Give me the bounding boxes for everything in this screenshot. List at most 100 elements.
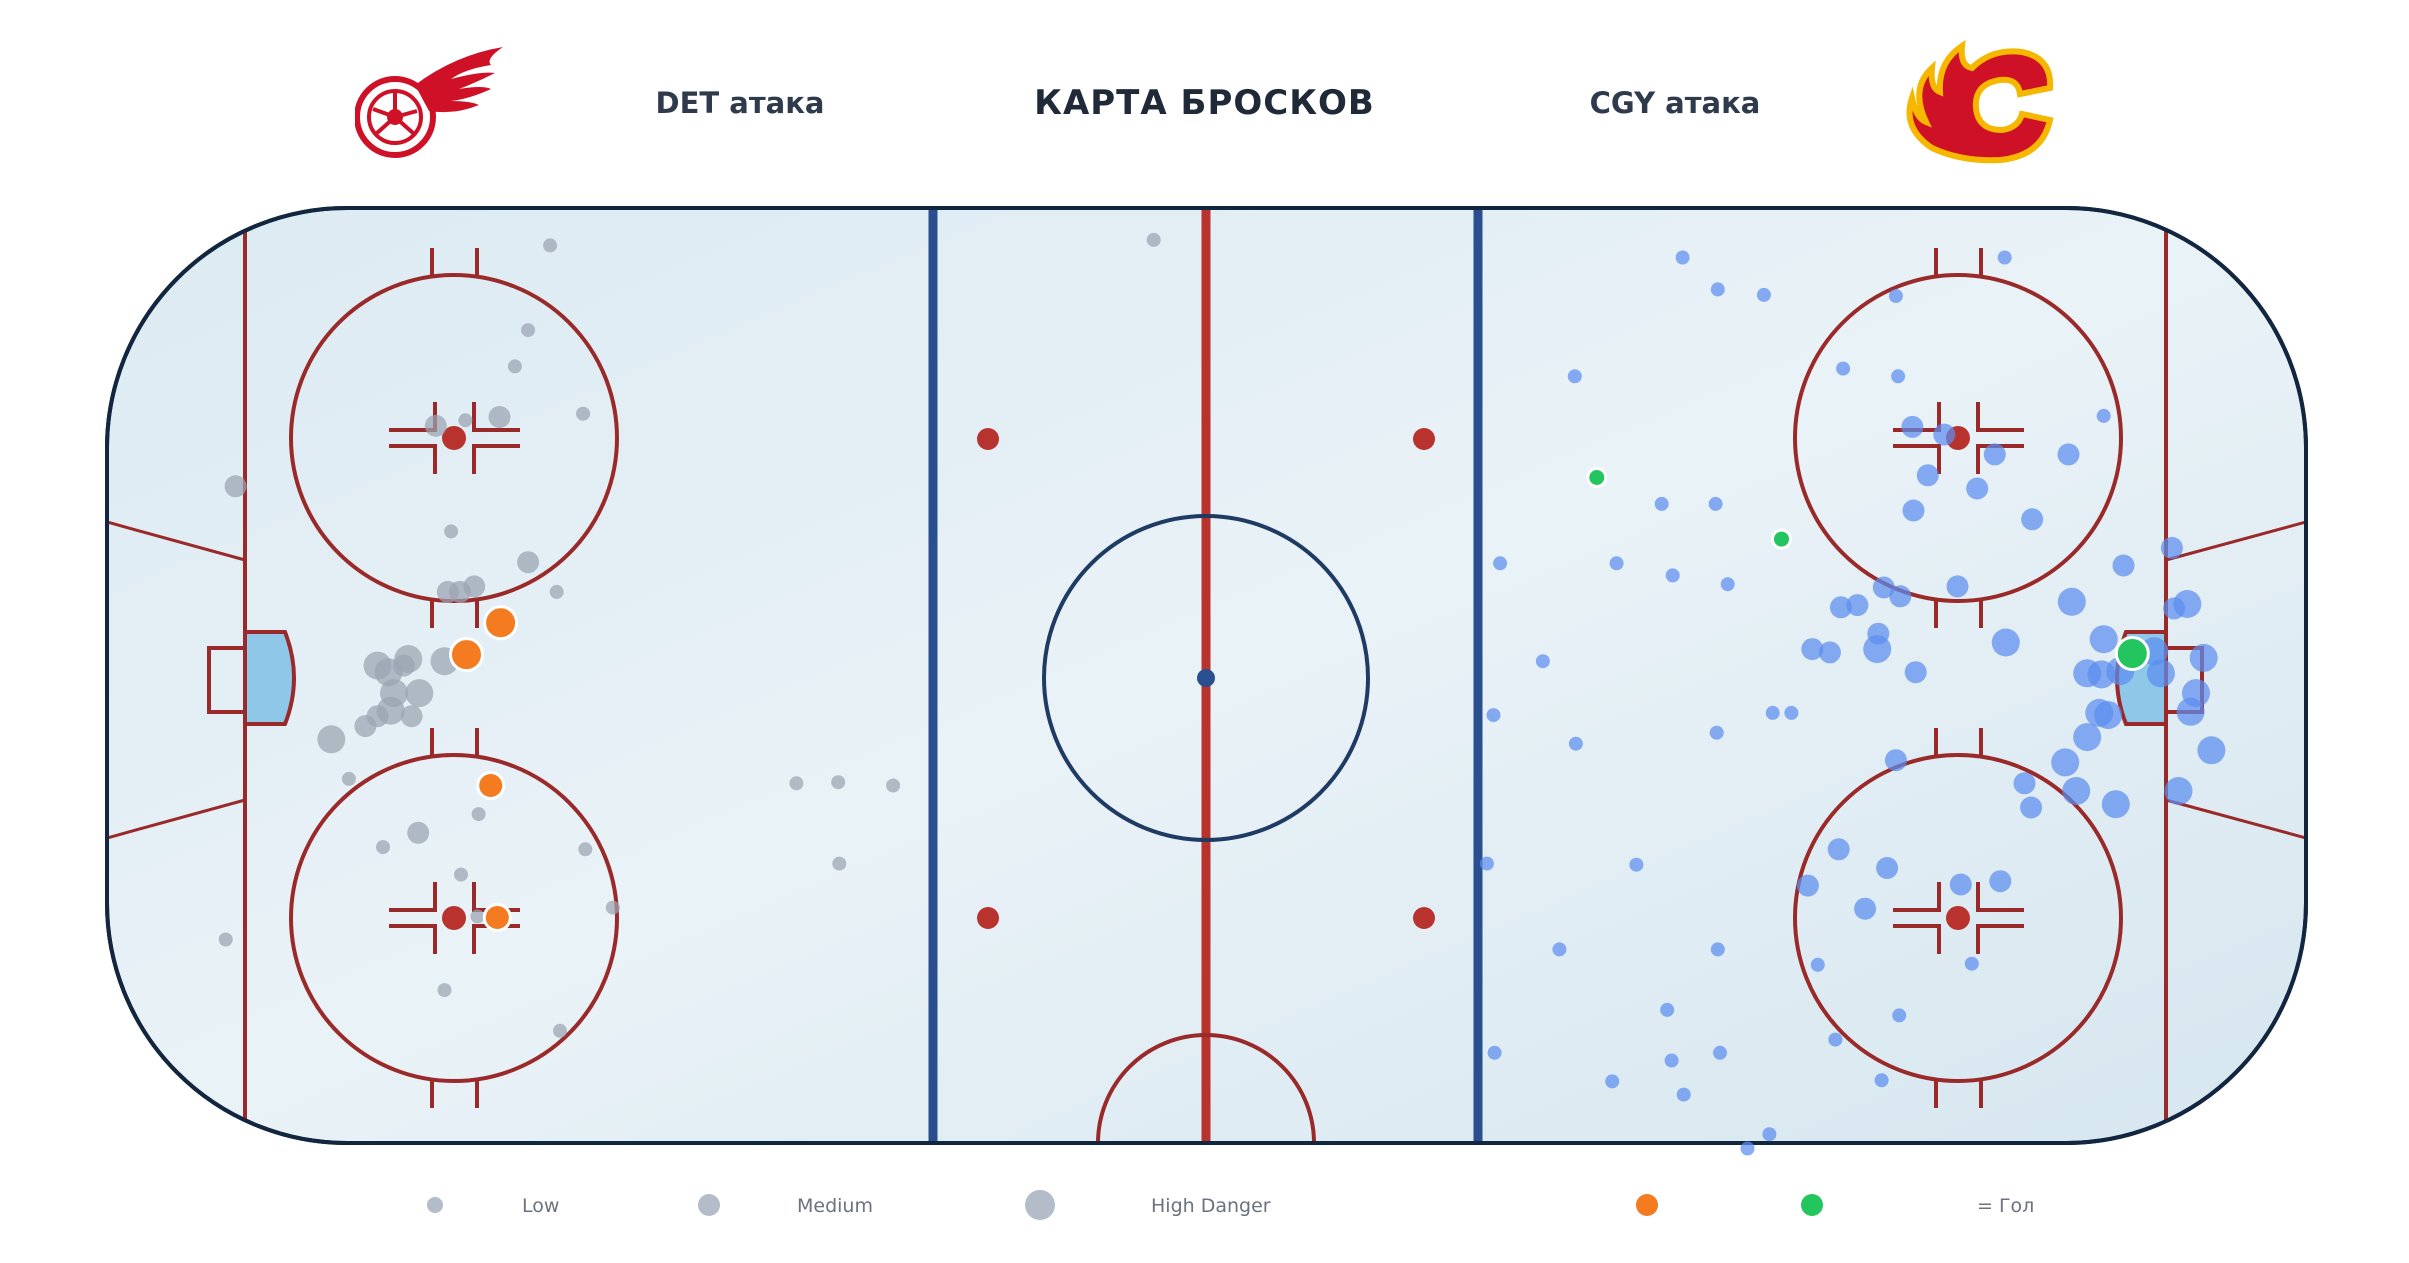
cgy-shot-point xyxy=(1568,736,1583,751)
det-shot-point xyxy=(454,867,468,882)
cgy-shot-point xyxy=(1710,942,1725,957)
cgy-attack-label: CGY атака xyxy=(1589,86,1761,120)
det-shot-point xyxy=(354,715,377,738)
cgy-shot-point xyxy=(2057,587,2086,616)
cgy-shot-point xyxy=(2146,659,2175,688)
cgy-shot-point xyxy=(1654,496,1669,511)
legend-medium-label: Medium xyxy=(797,1195,873,1217)
det-shot-point xyxy=(471,807,486,822)
cgy-shot-point xyxy=(1535,654,1550,669)
legend-det-goal-marker xyxy=(1636,1194,1658,1216)
cgy-shot-point xyxy=(1836,361,1851,376)
cgy-shot-point xyxy=(1933,423,1956,446)
det-shot-point xyxy=(400,705,423,728)
cgy-shot-point xyxy=(2112,554,2135,577)
cgy-shot-point xyxy=(1846,594,1869,617)
cgy-shot-point xyxy=(1876,857,1899,879)
page-title: КАРТА БРОСКОВ xyxy=(1034,83,1375,123)
legend-cgy-goal-marker xyxy=(1801,1194,1823,1216)
det-shot-point xyxy=(470,909,485,924)
det-shot-point xyxy=(317,725,346,754)
det-shot-point xyxy=(458,413,473,428)
det-shot-point xyxy=(507,359,522,374)
det-shot-point xyxy=(405,679,434,708)
cgy-shot-point xyxy=(2096,408,2111,423)
cgy-shot-point xyxy=(1946,575,1969,598)
cgy-shot-point xyxy=(1710,282,1725,297)
det-shot-point xyxy=(549,584,564,599)
det-shot-point xyxy=(224,475,247,498)
cgy-shot-point xyxy=(1966,477,1989,500)
det-goal-point xyxy=(483,605,519,641)
cgy-shot-point xyxy=(1756,287,1771,302)
det-goal-point xyxy=(482,903,512,932)
cgy-shot-point xyxy=(1874,1073,1889,1088)
det-shot-point xyxy=(488,406,511,428)
det-shot-point xyxy=(341,771,356,786)
det-shot-point xyxy=(407,821,430,844)
cgy-shot-point xyxy=(1916,464,1939,487)
cgy-shot-point xyxy=(1892,1008,1907,1023)
cgy-shot-point xyxy=(2089,625,2118,654)
cgy-shot-point xyxy=(1709,725,1724,740)
cgy-shot-point xyxy=(1827,838,1850,861)
cgy-goal-point xyxy=(1771,528,1792,550)
cgy-shot-point xyxy=(1888,289,1903,303)
cgy-shot-point xyxy=(1665,568,1680,583)
cgy-shot-point xyxy=(1891,369,1906,384)
cgy-shot-point xyxy=(2101,790,2130,819)
cgy-shot-point xyxy=(1991,628,2020,657)
cgy-shot-point xyxy=(1493,556,1508,571)
det-shot-point xyxy=(605,900,620,915)
cgy-shot-point xyxy=(1486,708,1501,723)
cgy-shot-point xyxy=(1720,577,1735,592)
cgy-shot-point xyxy=(1901,415,1924,438)
red-wings-logo-icon xyxy=(354,45,505,167)
cgy-shot-point xyxy=(2021,508,2044,531)
cgy-shot-point xyxy=(1997,250,2012,265)
cgy-shot-point xyxy=(1989,870,2012,893)
cgy-shot-point xyxy=(1567,369,1582,384)
det-shot-point xyxy=(553,1023,567,1038)
cgy-shot-point xyxy=(2163,597,2186,620)
legend-goal-label: = Гол xyxy=(1977,1195,2035,1217)
det-shot-point xyxy=(831,775,846,790)
cgy-shot-point xyxy=(1675,250,1690,265)
cgy-shot-point xyxy=(2073,723,2102,752)
cgy-shot-point xyxy=(1784,705,1799,720)
cgy-shot-point xyxy=(1676,1087,1691,1102)
cgy-shot-point xyxy=(1829,596,1852,619)
cgy-shot-point xyxy=(1629,857,1644,872)
det-attack-label: DET атака xyxy=(655,86,825,120)
det-shot-point xyxy=(436,580,459,603)
cgy-shot-point xyxy=(2013,772,2036,795)
det-shot-point xyxy=(832,856,847,871)
det-shot-point xyxy=(218,932,233,947)
cgy-shot-point xyxy=(1609,556,1624,571)
cgy-shot-point xyxy=(2160,536,2183,559)
cgy-goal-point xyxy=(1586,467,1608,488)
cgy-shot-point xyxy=(1902,499,1925,522)
cgy-shot-point xyxy=(2164,777,2193,805)
det-shot-point xyxy=(789,776,804,791)
cgy-shot-point xyxy=(1863,635,1892,664)
det-shot-point xyxy=(394,645,423,673)
legend-high-marker xyxy=(1025,1190,1055,1220)
cgy-shot-point xyxy=(1949,873,1972,896)
cgy-shot-point xyxy=(1889,585,1912,608)
cgy-shot-point xyxy=(1872,576,1895,599)
det-shot-point xyxy=(437,983,452,998)
cgy-shot-point xyxy=(1884,749,1907,772)
cgy-shot-point xyxy=(1810,957,1825,972)
cgy-shot-point xyxy=(1983,443,2006,466)
cgy-shot-point xyxy=(1660,1002,1675,1017)
cgy-goal-point xyxy=(2114,636,2150,671)
det-shot-point xyxy=(543,238,558,253)
legend-high-label: High Danger xyxy=(1151,1195,1271,1217)
cgy-shot-point xyxy=(1854,897,1877,920)
flames-logo-icon xyxy=(1902,38,2054,168)
legend-medium-marker xyxy=(698,1194,720,1216)
cgy-shot-point xyxy=(1708,496,1723,511)
det-shot-point xyxy=(576,406,591,421)
